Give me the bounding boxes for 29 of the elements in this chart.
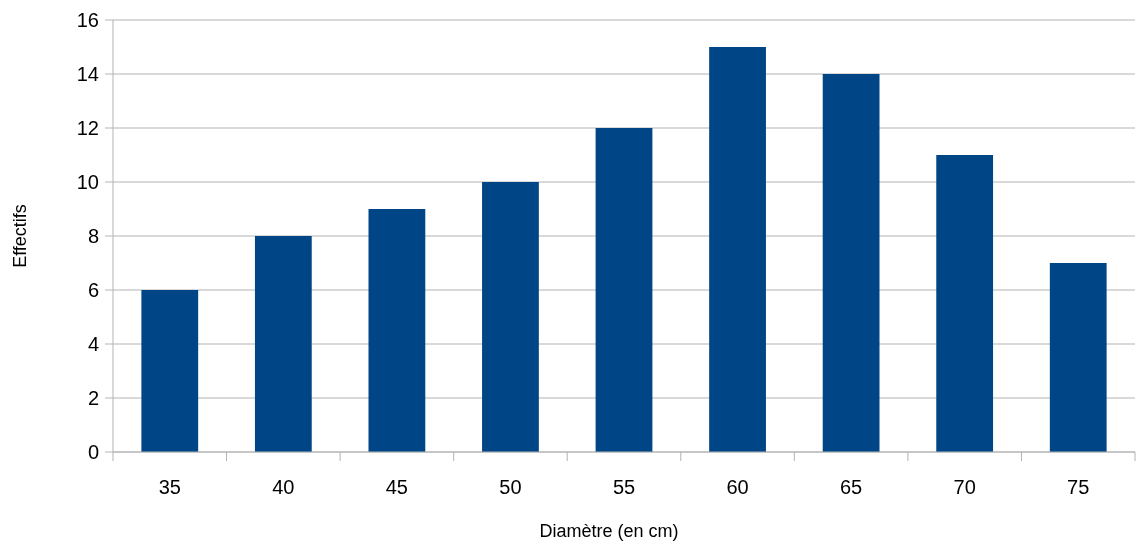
y-tick-label: 14: [76, 63, 99, 85]
x-tick-label: 50: [499, 476, 522, 498]
y-tick-label: 2: [87, 387, 99, 409]
x-tick-label: 55: [612, 476, 636, 498]
x-tick-label: 65: [839, 476, 863, 498]
x-axis-title: Diamètre (en cm): [539, 521, 679, 541]
bar: [709, 47, 766, 452]
bar: [822, 74, 880, 452]
bar: [595, 128, 653, 452]
bar: [1049, 263, 1107, 452]
x-tick-label: 40: [272, 476, 295, 498]
x-tick-label: 60: [726, 476, 749, 498]
y-tick-label: 10: [76, 171, 99, 193]
x-tick-label: 75: [1067, 476, 1090, 498]
x-tick-label: 70: [953, 476, 976, 498]
x-tick-label: 45: [385, 476, 409, 498]
bar: [254, 236, 312, 452]
y-tick-label: 0: [87, 441, 99, 463]
y-tick-label: 4: [87, 333, 99, 355]
y-tick-label: 8: [87, 225, 99, 247]
bar: [936, 155, 994, 452]
y-axis-title: Effectifs: [10, 204, 30, 268]
y-tick-label: 16: [76, 9, 99, 31]
y-tick-label: 12: [76, 117, 99, 139]
bar: [368, 209, 426, 452]
bar: [482, 182, 539, 452]
x-tick-label: 35: [158, 476, 181, 498]
bar: [141, 290, 199, 452]
y-tick-label: 6: [87, 279, 99, 301]
